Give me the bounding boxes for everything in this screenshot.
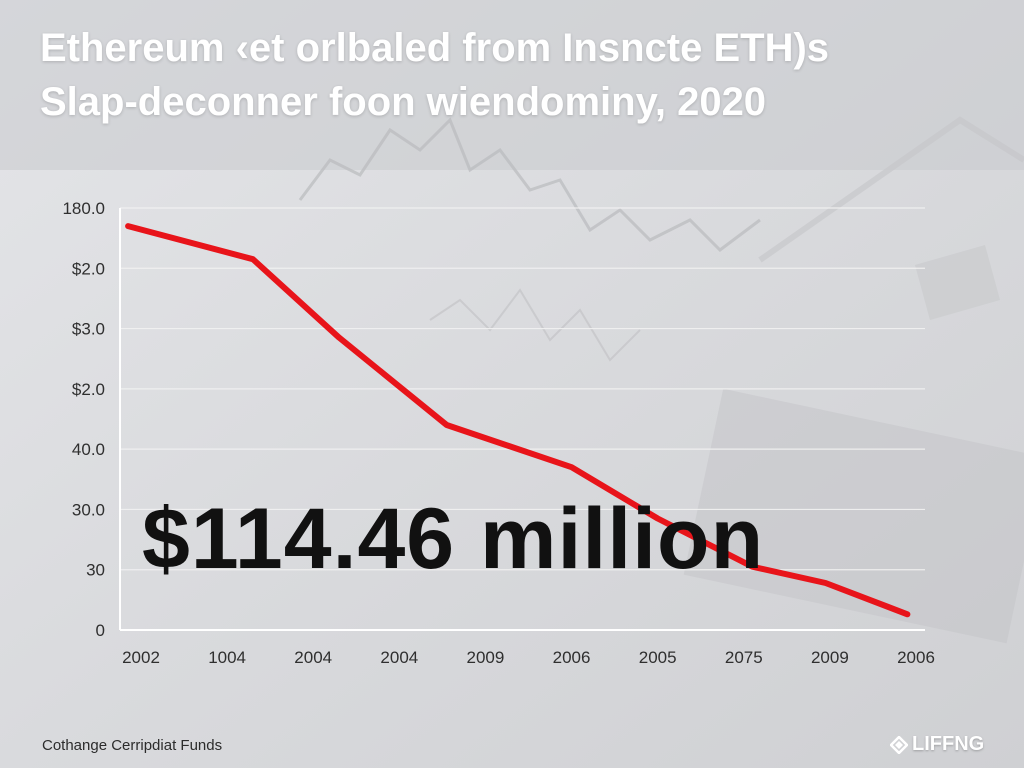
x-tick-label: 2009 [467,648,505,667]
background-envelope-icon [915,245,1000,320]
y-tick-label: 40.0 [72,440,105,459]
x-tick-label: 2005 [639,648,677,667]
x-tick-label: 2006 [553,648,591,667]
footer-logo: LIFFNG [890,733,984,756]
x-tick-label: 1004 [208,648,246,667]
footer-logo-text: LIFFNG [912,733,985,755]
x-tick-label: 2006 [897,648,935,667]
y-tick-label: 180.0 [62,199,105,218]
x-tick-label: 2075 [725,648,763,667]
highlight-value: $114.46 million [142,491,765,587]
y-tick-label: 0 [96,621,105,640]
background-market-line [298,117,761,252]
series-layer [125,223,911,618]
x-tick-label: 2009 [811,648,849,667]
series-line [125,223,911,618]
background-market-line-2 [429,288,641,362]
footer-source-text: Cothange Cerripdiat Funds [42,737,223,754]
x-tick-label: 2004 [380,648,418,667]
chart-title: Ethereum ‹et orlbaled from Insncte ETH)s [40,26,830,70]
axes [119,208,925,631]
chart-subtitle: Slap-deconner foon wiendominy, 2020 [40,80,767,124]
y-tick-label: $2.0 [72,380,105,399]
x-tick-label: 2004 [294,648,332,667]
x-axis-ticks: 2002 1004 2004 2004 2009 2006 2005 2075 2009 2006 [122,648,935,667]
y-axis-ticks: 180.0 $2.0 $3.0 $2.0 40.0 30.0 30 0 [62,199,105,640]
y-tick-label: $3.0 [72,320,105,339]
y-tick-label: $2.0 [72,259,105,278]
x-tick-label: 2002 [122,648,160,667]
background-keyboard [683,388,1024,644]
background-chevron [758,116,1024,263]
diamond-logo-icon [890,735,908,754]
y-tick-label: 30.0 [72,500,105,519]
y-tick-label: 30 [86,561,105,580]
